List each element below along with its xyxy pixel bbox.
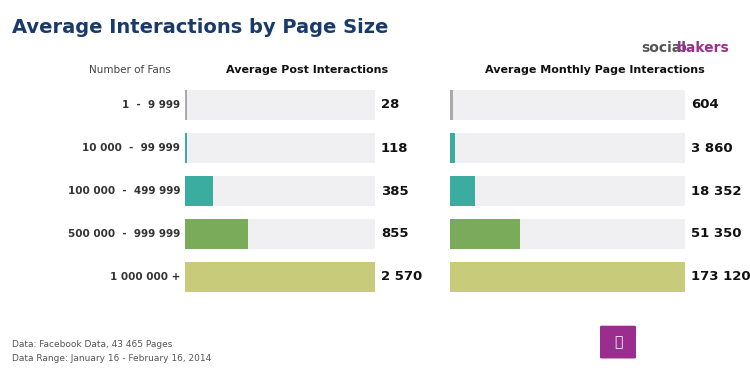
Text: Average Interactions by Page Size: Average Interactions by Page Size (12, 18, 388, 37)
Text: 1  -  9 999: 1 - 9 999 (122, 100, 180, 110)
Text: 🍴: 🍴 (614, 335, 622, 349)
Bar (450, 133, 455, 163)
Text: Data: Facebook Data, 43 465 Pages: Data: Facebook Data, 43 465 Pages (12, 340, 173, 349)
Text: 500 000  -  999 999: 500 000 - 999 999 (68, 229, 180, 239)
FancyBboxPatch shape (599, 326, 637, 359)
Bar (450, 90, 451, 120)
Text: 51 350: 51 350 (691, 228, 742, 240)
Text: Average Post Interactions: Average Post Interactions (226, 65, 388, 75)
Bar (450, 176, 475, 206)
Text: Average Monthly Page Interactions: Average Monthly Page Interactions (485, 65, 705, 75)
Bar (185, 219, 248, 249)
Text: 2 570: 2 570 (381, 270, 422, 284)
Text: 855: 855 (381, 228, 409, 240)
Text: Number of Fans: Number of Fans (89, 65, 171, 75)
Text: bakers: bakers (677, 41, 730, 55)
Bar (450, 90, 453, 120)
Bar (450, 219, 453, 249)
Text: Data Range: January 16 - February 16, 2014: Data Range: January 16 - February 16, 20… (12, 354, 211, 363)
Bar (450, 219, 520, 249)
Bar (185, 176, 188, 206)
Text: 1 000 000 +: 1 000 000 + (110, 272, 180, 282)
Text: 604: 604 (691, 98, 718, 112)
Text: 100 000  -  499 999: 100 000 - 499 999 (68, 186, 180, 196)
Bar (450, 262, 453, 292)
Text: 18 352: 18 352 (691, 184, 742, 198)
Bar (450, 133, 453, 163)
Text: 173 120: 173 120 (691, 270, 750, 284)
Bar (185, 90, 188, 120)
Bar (185, 262, 188, 292)
Text: 28: 28 (381, 98, 399, 112)
Bar (185, 133, 188, 163)
Text: social: social (641, 41, 686, 55)
Bar (185, 176, 214, 206)
Bar (185, 90, 187, 120)
Text: 385: 385 (381, 184, 409, 198)
Bar (185, 219, 188, 249)
Text: 118: 118 (381, 142, 409, 154)
Bar (450, 176, 453, 206)
Bar (185, 133, 194, 163)
Text: 10 000  -  99 999: 10 000 - 99 999 (82, 143, 180, 153)
Text: 3 860: 3 860 (691, 142, 733, 154)
